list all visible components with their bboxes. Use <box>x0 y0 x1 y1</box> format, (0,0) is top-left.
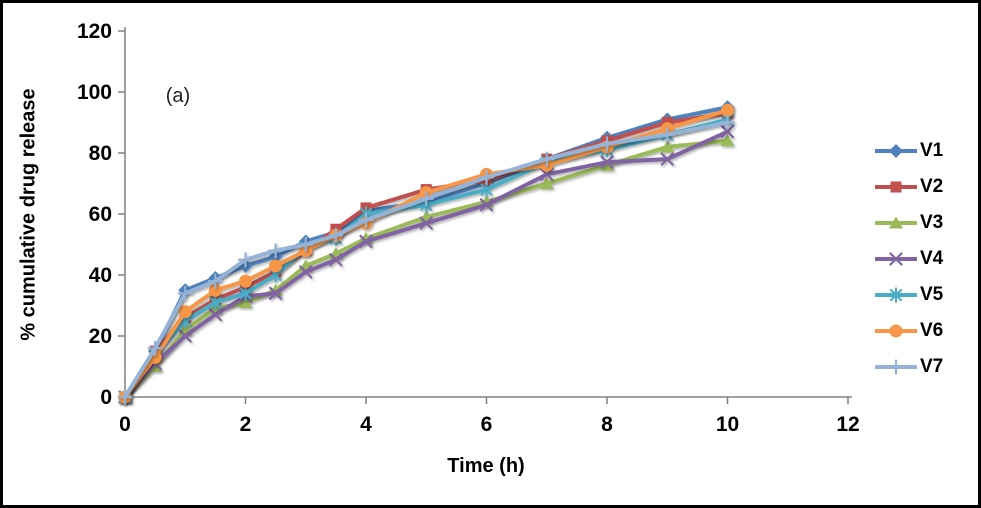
series-line-V3 <box>123 138 730 399</box>
circle-marker <box>239 274 252 288</box>
diamond-marker <box>889 144 903 158</box>
x-marker <box>208 308 222 322</box>
legend-label: V5 <box>920 284 944 305</box>
legend-square-icon <box>875 179 917 195</box>
legend-item-V1: V1 <box>875 133 975 169</box>
y-tick-label: 20 <box>89 325 112 348</box>
x-axis-title: Time (h) <box>447 455 525 477</box>
x-tick-label: 6 <box>481 413 493 436</box>
circle-marker <box>269 259 283 273</box>
legend-circle-icon <box>875 323 917 339</box>
x-marker <box>540 167 554 181</box>
legend-label: V4 <box>920 248 944 269</box>
series-V1 <box>118 100 735 404</box>
series-V6 <box>118 103 734 404</box>
x-tick-label: 10 <box>716 413 739 436</box>
legend-diamond-icon <box>875 143 917 159</box>
y-tick-label: 40 <box>89 264 112 287</box>
circle-marker <box>178 305 192 319</box>
x-marker <box>269 286 283 300</box>
legend-plus-icon <box>875 359 917 375</box>
asterisk-marker <box>269 268 282 282</box>
series-V7 <box>117 114 736 405</box>
y-tick-label: 80 <box>89 142 112 165</box>
series-V4 <box>118 125 735 404</box>
legend-x-icon <box>875 251 917 267</box>
series-line-V6 <box>123 108 730 399</box>
x-marker <box>419 216 433 230</box>
x-tick-label: 12 <box>836 413 859 436</box>
legend-item-V2: V2 <box>875 169 975 205</box>
series-V3 <box>118 134 735 403</box>
legend-item-V4: V4 <box>875 241 975 277</box>
x-tick-label: 0 <box>119 413 131 436</box>
legend-asterisk-icon <box>875 287 917 303</box>
legend-item-V3: V3 <box>875 205 975 241</box>
legend: V1 V2 V3 V4 V5 V6 V7 <box>875 133 975 385</box>
legend-label: V7 <box>920 356 944 377</box>
circle-marker <box>721 103 734 117</box>
legend-item-V6: V6 <box>875 313 975 349</box>
legend-label: V1 <box>920 140 944 161</box>
x-tick-label: 8 <box>601 413 613 436</box>
y-axis-title: % cumulative drug release <box>17 88 40 341</box>
triangle-marker <box>889 216 903 229</box>
x-marker <box>600 155 614 169</box>
asterisk-marker <box>209 296 222 309</box>
series-line-V7 <box>123 120 730 399</box>
panel-label: (a) <box>165 85 191 107</box>
legend-item-V7: V7 <box>875 349 975 385</box>
y-tick-label: 60 <box>89 203 112 226</box>
x-marker <box>359 234 373 249</box>
chart-svg: 0 20 40 60 80 100 120 0 2 4 6 8 10 12 <box>77 20 860 436</box>
legend-item-V5: V5 <box>875 277 975 313</box>
asterisk-marker <box>239 287 252 300</box>
asterisk-marker <box>179 314 192 327</box>
y-tick-label: 0 <box>100 386 112 409</box>
series-line-V4 <box>123 129 730 399</box>
triangle-marker <box>539 177 554 189</box>
x-marker <box>889 252 903 266</box>
asterisk-marker <box>889 288 903 302</box>
x-marker <box>299 265 313 279</box>
series-line-V1 <box>123 105 730 399</box>
square-marker <box>890 181 902 193</box>
legend-label: V6 <box>920 320 944 341</box>
legend-label: V2 <box>920 176 944 197</box>
x-marker <box>479 198 494 212</box>
legend-label: V3 <box>920 212 944 233</box>
x-tick-label: 2 <box>240 413 252 436</box>
circle-marker <box>208 283 222 297</box>
legend-triangle-icon <box>875 215 917 231</box>
x-marker <box>720 125 735 139</box>
triangle-marker <box>660 140 675 153</box>
x-marker <box>329 253 343 267</box>
asterisk-marker <box>480 183 493 196</box>
x-marker <box>178 329 192 343</box>
triangle-marker <box>720 134 735 147</box>
triangle-marker <box>600 158 614 171</box>
x-tick-label: 4 <box>360 413 372 436</box>
triangle-marker <box>238 295 253 308</box>
series-V2 <box>119 107 733 403</box>
circle-marker <box>889 324 903 338</box>
x-marker <box>660 152 674 166</box>
y-tick-label: 120 <box>77 20 112 43</box>
y-tick-label: 100 <box>77 81 112 104</box>
